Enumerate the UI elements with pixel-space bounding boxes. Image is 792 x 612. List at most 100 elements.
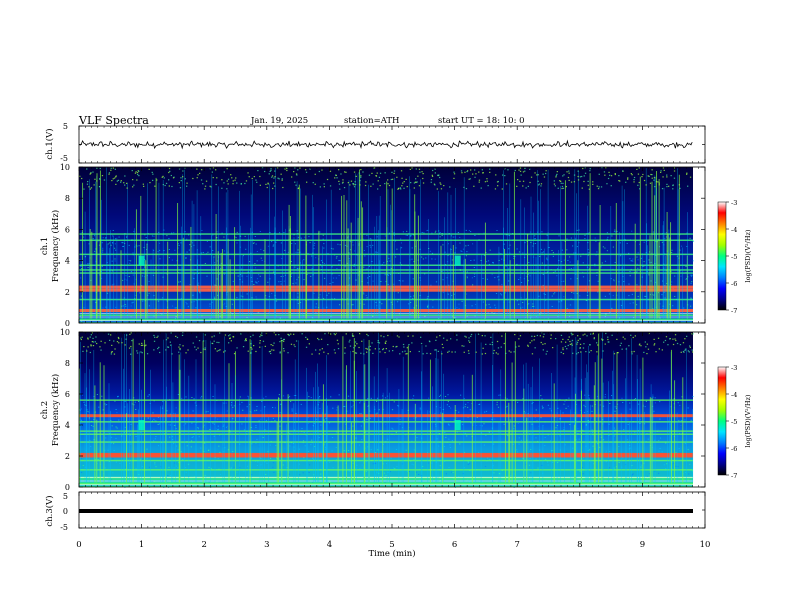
spectrogram-fringe	[489, 171, 491, 173]
spectrogram-speckle	[532, 305, 534, 307]
spectrogram-speckle	[148, 292, 150, 294]
spectrogram-speckle	[558, 235, 560, 237]
y-tick-label: 10	[60, 328, 70, 337]
colorbar-gradient	[717, 201, 727, 311]
spectrogram-fringe	[259, 175, 261, 178]
spectrogram-fringe	[646, 353, 648, 355]
spectrogram-speckle	[483, 232, 485, 234]
spectrogram-speckle	[451, 259, 454, 261]
spectrogram-fringe	[658, 348, 660, 350]
spectrogram-speckle	[429, 250, 431, 252]
spectrogram-fringe	[633, 350, 635, 353]
spectrogram-fringe	[601, 339, 604, 341]
spectrogram-fringe	[534, 172, 536, 174]
spectrogram-fringe	[567, 339, 569, 341]
spectrogram-fringe	[514, 334, 516, 336]
spectrogram-fringe	[493, 349, 495, 352]
spectrogram-fringe	[124, 175, 126, 177]
spectrogram-speckle	[629, 447, 631, 449]
spectrogram-fringe	[495, 352, 497, 354]
spectrogram-speckle	[405, 234, 407, 236]
spectrogram-speckle	[352, 400, 354, 402]
spectrogram-fringe	[385, 340, 387, 342]
spectrogram-fringe	[96, 180, 98, 182]
spectrogram-speckle	[216, 260, 218, 262]
spectrogram-speckle	[352, 244, 354, 246]
spectrogram-speckle	[213, 296, 216, 298]
spectrogram-speckle	[492, 262, 494, 264]
spectrogram-speckle	[376, 236, 378, 238]
spectrogram-speckle	[524, 412, 526, 414]
spectrogram-speckle	[344, 266, 346, 268]
spectrogram-speckle	[607, 236, 609, 238]
spectrogram-speckle	[210, 467, 212, 469]
spectrogram-speckle	[446, 404, 448, 406]
spectrogram-fringe	[377, 180, 379, 182]
spectrogram-speckle	[664, 297, 666, 299]
spectrogram-speckle	[604, 316, 606, 317]
spectrogram-fringe	[421, 171, 423, 173]
spectrogram-speckle	[690, 305, 692, 307]
spectrogram-fringe	[489, 343, 491, 345]
spectrogram-speckle	[109, 242, 111, 244]
y-tick-label: 0	[65, 483, 70, 492]
spectrogram-speckle	[367, 282, 369, 284]
spectrogram-speckle	[636, 263, 638, 265]
spectrogram-speckle	[204, 263, 206, 264]
spectrogram-fringe	[377, 340, 379, 342]
spectrogram-fringe	[118, 342, 120, 344]
spectrogram-fringe	[619, 344, 621, 347]
spectrogram-speckle	[427, 462, 429, 464]
spectrogram-speckle	[411, 247, 413, 249]
spectrogram-speckle	[528, 464, 531, 466]
spectrogram-fringe	[622, 170, 624, 172]
spectrogram-speckle	[636, 284, 638, 286]
spectrogram-speckle	[339, 260, 341, 262]
spectrogram-speckle	[408, 303, 410, 305]
spectrogram-speckle	[100, 482, 102, 483]
spectrogram-fringe	[365, 347, 367, 350]
spectrogram-speckle	[406, 230, 408, 232]
spectrogram-speckle	[633, 317, 635, 319]
spectrogram-fringe	[627, 178, 629, 180]
spectrogram-fringe	[376, 172, 378, 174]
spectrogram-fringe	[259, 184, 261, 186]
spectrogram-speckle	[323, 445, 325, 447]
spectrogram-fringe	[544, 343, 546, 345]
spectrogram-fringe	[489, 168, 491, 170]
spectrogram-feature	[138, 255, 145, 266]
spectrogram-fringe	[542, 173, 544, 175]
spectrogram-speckle	[288, 397, 290, 398]
spectrogram-speckle	[349, 458, 351, 460]
spectrogram-fringe	[269, 170, 271, 172]
spectrogram-speckle	[435, 230, 437, 232]
spectrogram-speckle	[454, 252, 456, 254]
spectrogram-speckle	[487, 457, 489, 459]
spectrogram-speckle	[250, 411, 252, 413]
spectrogram-fringe	[328, 332, 330, 334]
spectrogram-fringe	[529, 181, 531, 184]
colorbar-tick-label: -6	[731, 280, 737, 288]
spectrogram-speckle	[576, 293, 578, 294]
spectrogram-speckle	[672, 305, 674, 307]
spectrogram-fringe	[464, 335, 466, 337]
spectrogram-speckle	[320, 260, 323, 262]
spectrogram-speckle	[146, 448, 148, 450]
spectrogram-speckle	[199, 234, 201, 236]
spectrogram-speckle	[251, 474, 253, 476]
spectrogram-fringe	[562, 175, 564, 177]
spectrogram-speckle	[236, 242, 238, 244]
spectrogram-fringe	[474, 169, 476, 171]
spectrogram-speckle	[109, 433, 111, 434]
spectrogram-fringe	[529, 342, 531, 344]
spectrogram-fringe	[398, 336, 400, 338]
spectrogram-speckle	[658, 450, 660, 452]
spectrogram-fringe	[481, 353, 483, 355]
spectrogram-speckle	[320, 473, 322, 475]
spectrogram-speckle	[508, 301, 510, 303]
spectrogram-speckle	[612, 295, 614, 297]
spectrogram-fringe	[689, 176, 692, 178]
spectrogram-fringe	[543, 333, 545, 335]
spectrogram-fringe	[553, 180, 555, 182]
spectrogram-fringe	[213, 340, 215, 342]
